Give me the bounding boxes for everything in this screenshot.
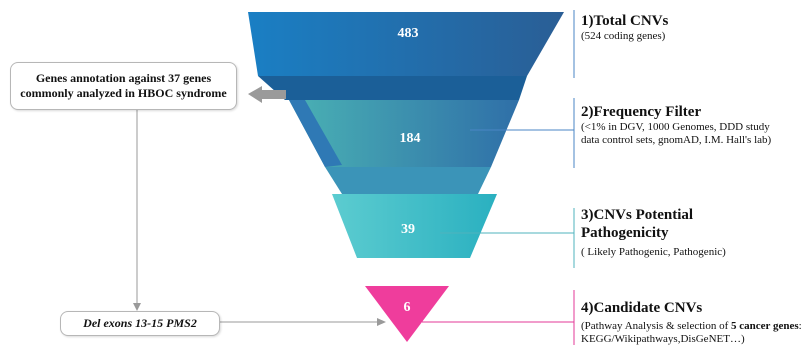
step-4-subtitle-bold: 5 cancer genes: [731, 320, 799, 332]
step-4-subtitle-suffix: : KEGG/Wikipathways,DisGeNET…): [581, 320, 802, 346]
level-4-count: 6: [404, 300, 411, 315]
step-3-title: 3)CNVs Potential Pathogenicity: [581, 207, 694, 241]
step-1-subtitle: (524 coding genes): [581, 30, 666, 42]
funnel-level-2: [289, 100, 519, 167]
down-arrow-icon: [133, 303, 141, 311]
funnel-band-2: [325, 167, 491, 194]
annotation-box-text: Genes annotation against 37 genes common…: [20, 71, 227, 100]
step-4-subtitle: (Pathway Analysis & selection of 5 cance…: [581, 320, 809, 346]
step-1: 1)Total CNVs (524 coding genes): [581, 12, 668, 43]
deletion-box-text: Del exons 13-15 PMS2: [83, 316, 197, 330]
step-4: 4)Candidate CNVs (Pathway Analysis & sel…: [581, 299, 809, 346]
step-3-subtitle: ( Likely Pathogenic, Pathogenic): [581, 246, 726, 258]
step-2: 2)Frequency Filter (<1% in DGV, 1000 Gen…: [581, 103, 781, 147]
step-4-title: 4)Candidate CNVs: [581, 300, 703, 316]
step-2-title: 2)Frequency Filter: [581, 104, 702, 120]
funnel-level-1: [248, 12, 564, 76]
funnel-level-2-fold: [289, 100, 342, 167]
step-3: 3)CNVs Potential Pathogenicity ( Likely …: [581, 206, 771, 259]
funnel-band-1: [258, 76, 527, 100]
level-1-count: 483: [398, 26, 419, 41]
level-2-count: 184: [400, 131, 421, 146]
funnel-level-4: [365, 286, 449, 342]
left-arrow-icon: [248, 86, 286, 103]
funnel-level-3: [332, 194, 497, 258]
step-1-title: 1)Total CNVs: [581, 13, 669, 29]
step-2-subtitle: (<1% in DGV, 1000 Genomes, DDD study dat…: [581, 121, 772, 147]
deletion-box: Del exons 13-15 PMS2: [60, 311, 220, 336]
annotation-box: Genes annotation against 37 genes common…: [10, 62, 237, 110]
level-3-count: 39: [401, 222, 415, 237]
step-4-subtitle-prefix: (Pathway Analysis & selection of: [581, 320, 732, 332]
right-arrow-icon: [377, 318, 386, 326]
